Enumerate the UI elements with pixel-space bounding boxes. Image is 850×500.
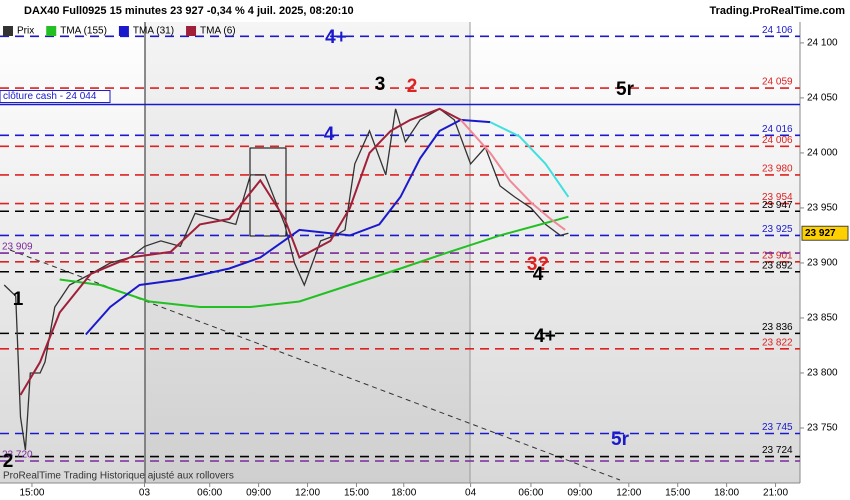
header-bar [0, 0, 850, 22]
level-label: 24 106 [762, 25, 793, 36]
close-label-box [0, 90, 111, 104]
y-tick-label: 23 800 [807, 368, 838, 379]
y-tick-label: 24 050 [807, 93, 838, 104]
source: Trading.ProRealTime.com [709, 5, 845, 17]
x-tick-label: 15:00 [344, 488, 369, 499]
level-label: 24 016 [762, 124, 793, 135]
wave-label: 4 [533, 264, 544, 285]
x-tick-label: 09:00 [567, 488, 592, 499]
legend-swatch [186, 26, 197, 36]
x-tick-label: 18:00 [391, 488, 416, 499]
x-tick-label: 12:00 [295, 488, 320, 499]
y-tick-label: 23 900 [807, 258, 838, 269]
y-tick-label: 23 950 [807, 203, 838, 214]
x-tick-label: 06:00 [518, 488, 543, 499]
y-tick-label: 24 000 [807, 148, 838, 159]
level-label: 23 745 [762, 422, 793, 433]
legend-label: Prix [17, 26, 34, 37]
x-tick-label: 18:00 [714, 488, 739, 499]
x-tick-label: 21:00 [763, 488, 788, 499]
level-label: 23 724 [762, 445, 793, 456]
level-label: 23 720 [2, 450, 33, 461]
header-title: DAX40 Full0925 15 minutes 23 927 -0,34 %… [24, 5, 354, 17]
level-label: 23 980 [762, 164, 793, 175]
wave-label: 5r [611, 429, 630, 450]
x-tick-label: 15:00 [665, 488, 690, 499]
wave-label: 2 [407, 76, 418, 97]
series-line [3, 108, 569, 451]
level-label: 23 909 [2, 242, 33, 253]
wave-label: 4+ [325, 27, 347, 48]
wave-label: 1 [13, 289, 24, 310]
legend-label: TMA (155) [60, 26, 107, 37]
level-label: 23 892 [762, 260, 793, 271]
series-line [59, 215, 569, 308]
level-label: 23 901 [762, 250, 793, 261]
legend-swatch [46, 26, 57, 36]
legend-label: TMA (31) [133, 26, 174, 37]
series-line [19, 107, 462, 396]
level-label: 23 947 [762, 200, 793, 211]
series-line [85, 118, 491, 336]
level-label: 23 836 [762, 322, 793, 333]
x-tick-label: 15:00 [19, 488, 44, 499]
legend-swatch [3, 26, 13, 36]
x-tick-label: 03 [139, 488, 151, 499]
y-tick-label: 23 850 [807, 313, 838, 324]
legend-swatch [118, 26, 129, 36]
level-label: 23 822 [762, 337, 793, 348]
level-label: 24 059 [762, 77, 793, 88]
price-tag-label: 23 927 [805, 228, 836, 239]
wave-label: 3 [375, 74, 386, 95]
close-label: clôture cash - 24 044 [3, 91, 97, 102]
wave-label: 3? [527, 254, 549, 275]
series-line [460, 119, 566, 231]
y-tick-label: 24 100 [807, 38, 838, 49]
series-line [489, 121, 570, 198]
wave-label: 4+ [534, 326, 556, 347]
x-tick-label: 09:00 [246, 488, 271, 499]
level-label: 23 925 [762, 224, 793, 235]
y-tick-label: 23 750 [807, 423, 838, 434]
x-tick-label: 04 [465, 488, 477, 499]
level-label: 23 954 [762, 192, 793, 203]
price-tag [801, 225, 849, 241]
wave-label: 4 [324, 124, 335, 145]
x-tick-label: 12:00 [616, 488, 641, 499]
x-tick-label: 06:00 [197, 488, 222, 499]
level-label: 24 006 [762, 135, 793, 146]
footer: ProRealTime Trading Historique ajusté au… [3, 471, 234, 482]
wave-label: 5r [616, 79, 635, 100]
legend-label: TMA (6) [200, 26, 236, 37]
wave-label: 2 [3, 451, 14, 472]
